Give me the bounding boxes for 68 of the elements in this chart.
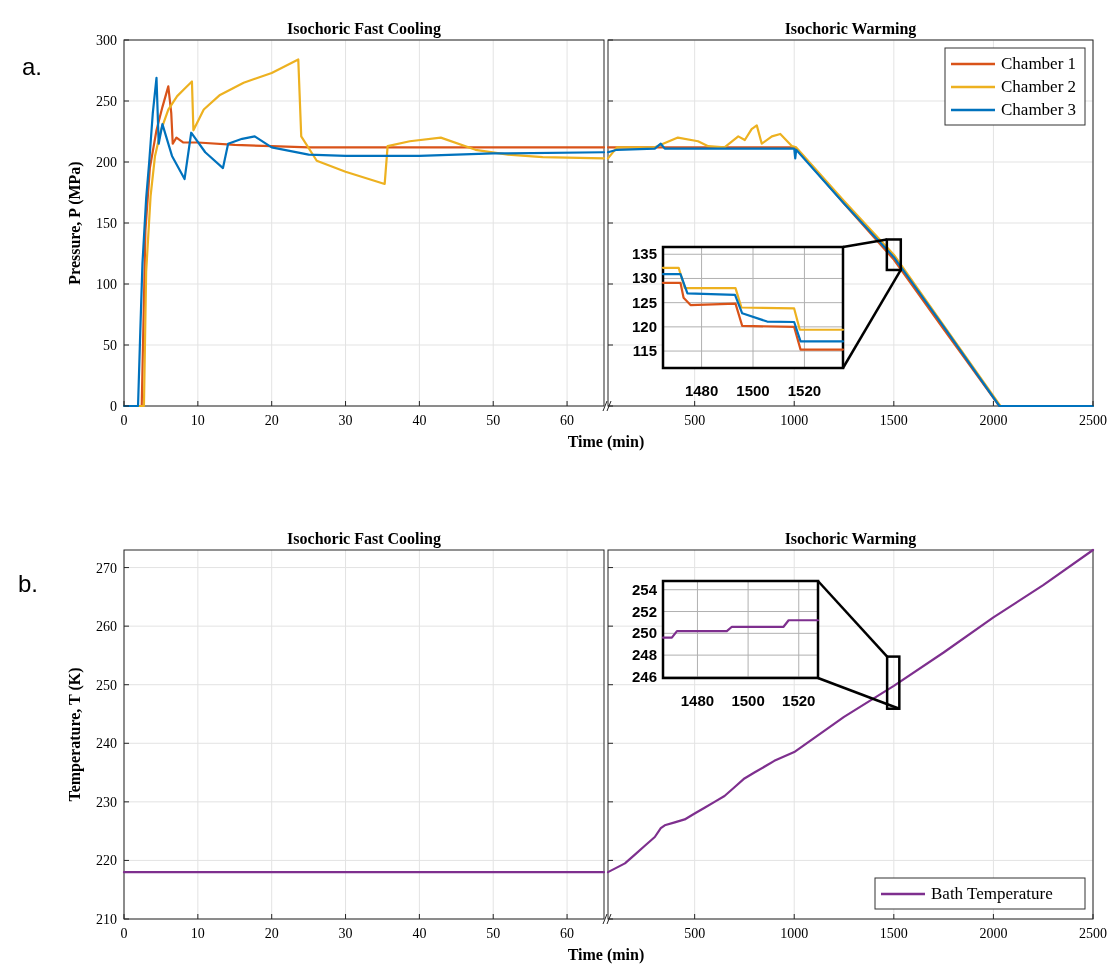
x-tick-label: 1500 (731, 692, 765, 709)
y-tick-label: 0 (110, 399, 117, 414)
x-tick-label: 10 (190, 413, 205, 428)
y-tick-label: 240 (96, 736, 117, 752)
y-tick-label: 270 (96, 560, 117, 576)
y-tick-label: 100 (96, 277, 117, 292)
chart-title: Isochoric Warming (784, 530, 917, 548)
text: a. (22, 53, 43, 80)
x-tick-label: 2000 (979, 926, 1008, 941)
y-axis-title: Pressure, P (MPa) (66, 161, 84, 285)
legend-label: Chamber 3 (1001, 100, 1077, 119)
x-tick-label: 1500 (736, 382, 770, 399)
chart-title: Isochoric Warming (784, 20, 917, 38)
text: b. (18, 570, 39, 597)
x-tick-label: 1480 (684, 382, 719, 399)
x-tick-label: 500 (684, 413, 706, 428)
legend-label: Chamber 2 (1001, 77, 1077, 96)
x-tick-label: 2500 (1079, 926, 1107, 941)
y-axis-title: Temperature, T (K) (66, 667, 84, 802)
x-tick-label: 30 (338, 413, 353, 428)
y-tick-label: 254 (631, 580, 658, 598)
y-tick-label: 246 (631, 667, 657, 685)
x-tick-label: 20 (264, 926, 279, 941)
y-tick-label: 250 (96, 94, 117, 109)
y-tick-label: 200 (96, 155, 117, 170)
x-tick-label: 1520 (782, 692, 816, 709)
y-tick-label: 260 (96, 619, 117, 635)
x-tick-label: 1480 (680, 692, 715, 709)
x-tick-label: 10 (190, 926, 205, 941)
x-tick-label: 1520 (787, 382, 822, 399)
x-tick-label: 40 (412, 413, 427, 428)
x-tick-label: 0 (120, 413, 128, 428)
y-tick-label: 252 (631, 602, 657, 620)
x-tick-label: 1000 (780, 926, 809, 941)
chart-title: Isochoric Fast Cooling (287, 20, 441, 38)
chart-title: Isochoric Fast Cooling (287, 530, 441, 548)
x-tick-label: 1500 (879, 926, 908, 941)
x-tick-label: 60 (560, 413, 575, 428)
x-tick-label: 500 (684, 926, 706, 941)
x-tick-label: 1000 (780, 413, 809, 428)
y-tick-label: 135 (631, 245, 657, 263)
legend-label: Chamber 1 (1001, 54, 1077, 73)
x-tick-label: 30 (338, 926, 353, 941)
y-tick-label: 130 (631, 269, 657, 287)
y-tick-label: 50 (103, 338, 117, 353)
x-axis-title: Time (min) (567, 433, 645, 451)
y-tick-label: 125 (631, 293, 657, 311)
y-tick-label: 150 (96, 216, 117, 231)
x-tick-label: 2000 (979, 413, 1008, 428)
x-tick-label: 40 (412, 926, 427, 941)
y-tick-label: 115 (632, 342, 657, 360)
x-tick-label: 2500 (1079, 413, 1107, 428)
y-tick-label: 300 (96, 33, 117, 48)
y-tick-label: 250 (631, 624, 657, 642)
y-tick-label: 220 (96, 853, 117, 869)
legend-label: Bath Temperature (931, 884, 1053, 903)
x-tick-label: 20 (264, 413, 279, 428)
x-tick-label: 50 (486, 926, 501, 941)
x-tick-label: 60 (560, 926, 575, 941)
y-tick-label: 210 (96, 912, 117, 927)
x-tick-label: 0 (120, 926, 128, 941)
x-tick-label: 1500 (879, 413, 908, 428)
x-tick-label: 50 (486, 413, 501, 428)
y-tick-label: 248 (631, 646, 657, 664)
y-tick-label: 230 (96, 794, 117, 810)
y-tick-label: 250 (96, 677, 117, 693)
y-tick-label: 120 (631, 317, 657, 335)
x-axis-title: Time (min) (567, 946, 645, 964)
